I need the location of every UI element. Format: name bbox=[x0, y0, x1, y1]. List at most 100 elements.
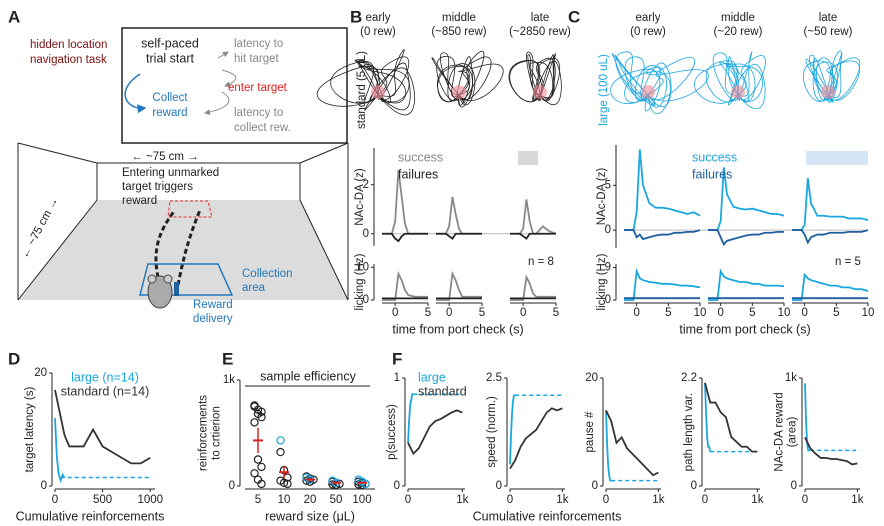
y-tick-label: 0 bbox=[496, 480, 502, 492]
trace bbox=[382, 270, 428, 301]
panel-label: F bbox=[392, 349, 402, 368]
trace bbox=[792, 229, 869, 245]
x-tick-label: 0 bbox=[802, 494, 808, 506]
task-label: hidden location bbox=[30, 39, 107, 51]
trajectory bbox=[624, 71, 671, 114]
column-header: (~50 rew) bbox=[804, 26, 853, 38]
latency-label: hit target bbox=[234, 53, 280, 65]
trajectory bbox=[614, 54, 656, 105]
trace bbox=[510, 199, 557, 235]
y-tick-label: 9 bbox=[605, 262, 611, 274]
x-tick-label: 0 bbox=[446, 307, 452, 319]
x-tick-label: 10 bbox=[278, 494, 291, 506]
y-tick-label: 20 bbox=[585, 372, 598, 384]
x-tick-label: 1k bbox=[751, 494, 763, 506]
data-point bbox=[257, 412, 266, 422]
width-label: ← ~75 cm → bbox=[131, 151, 198, 163]
y-axis-label: p(success) bbox=[386, 404, 398, 460]
data-point bbox=[276, 447, 285, 457]
trajectory bbox=[440, 52, 460, 101]
trace bbox=[708, 268, 785, 301]
trace bbox=[624, 229, 701, 241]
trajectory bbox=[437, 65, 473, 108]
collect-label: reward bbox=[152, 107, 187, 119]
legend-entry: standard (n=14) bbox=[61, 384, 150, 398]
legend-entry: failures bbox=[692, 167, 732, 181]
trajectory bbox=[535, 57, 556, 101]
trajectory bbox=[615, 51, 649, 102]
collect-label: Collect bbox=[152, 92, 188, 104]
trajectory bbox=[634, 65, 667, 108]
column-header: (~20 rew) bbox=[714, 26, 763, 38]
trajectory bbox=[458, 63, 504, 101]
x-tick-label: 10 bbox=[862, 307, 875, 319]
data-point bbox=[257, 479, 266, 489]
y-tick-label: 0 bbox=[605, 224, 611, 236]
trajectory bbox=[646, 67, 709, 102]
data-point bbox=[283, 479, 292, 489]
trajectory bbox=[694, 63, 739, 106]
panel-label: B bbox=[350, 7, 362, 26]
x-tick-label: 0 bbox=[52, 494, 58, 506]
trigger-label: reward bbox=[122, 195, 157, 207]
column-header: (~2850 rew) bbox=[509, 26, 571, 38]
trajectory bbox=[528, 61, 554, 102]
data-point bbox=[250, 418, 259, 427]
trace bbox=[624, 149, 701, 231]
window-patch bbox=[518, 151, 538, 165]
y-tick-label: 1k bbox=[785, 372, 797, 384]
x-tick-label: 1000 bbox=[137, 494, 163, 506]
x-tick-label: 10 bbox=[778, 307, 791, 319]
side-label: large (100 uL) bbox=[598, 54, 610, 126]
trajectory bbox=[437, 64, 471, 106]
x-tick-label: 5 bbox=[425, 307, 431, 319]
y-axis-label: target latency (s) bbox=[24, 387, 36, 473]
y-tick-label: 0 bbox=[791, 480, 797, 492]
latency-label: latency to bbox=[234, 107, 283, 119]
target-zone bbox=[452, 85, 466, 99]
series-line bbox=[509, 407, 563, 470]
panel-label: A bbox=[8, 7, 20, 26]
y-axis-label: NAc-DA reward bbox=[774, 392, 786, 471]
x-axis-label: Cumulative reinforcements bbox=[16, 509, 165, 523]
x-tick-label: 5 bbox=[255, 494, 261, 506]
x-tick-label: 0 bbox=[392, 307, 398, 319]
x-tick-label: 5 bbox=[665, 307, 671, 319]
x-tick-label: 0 bbox=[801, 307, 807, 319]
trajectory bbox=[431, 57, 466, 104]
trace bbox=[510, 274, 556, 301]
trajectory bbox=[316, 66, 379, 111]
y-tick-label: 1 bbox=[394, 372, 400, 384]
delivery-label: Reward bbox=[193, 299, 233, 311]
x-tick-label: 0 bbox=[507, 494, 513, 506]
x-tick-label: 5 bbox=[479, 307, 485, 319]
data-point bbox=[257, 462, 266, 472]
series-line bbox=[407, 393, 414, 443]
trajectory bbox=[610, 68, 661, 112]
x-tick-label: 0 bbox=[603, 494, 609, 506]
y-axis-label: pause # bbox=[584, 411, 596, 453]
enter-label: enter target bbox=[228, 82, 288, 94]
trajectory bbox=[369, 67, 415, 116]
x-tick-label: 0 bbox=[633, 307, 639, 319]
data-point bbox=[250, 469, 259, 478]
room bbox=[17, 27, 349, 309]
trace bbox=[436, 270, 482, 301]
target-zone bbox=[533, 85, 547, 99]
trajectory bbox=[712, 52, 739, 102]
legend-entry: success bbox=[692, 150, 737, 164]
trajectory bbox=[447, 63, 476, 106]
trace bbox=[792, 272, 869, 301]
chart-title: sample efficiency bbox=[260, 369, 356, 383]
column-header: (0 rew) bbox=[360, 26, 396, 38]
y-tick-label: 0 bbox=[605, 294, 611, 306]
y-tick-label: 0 bbox=[691, 480, 697, 492]
y-axis-label: licking (Hz) bbox=[596, 253, 608, 310]
trace bbox=[436, 196, 482, 235]
data-point bbox=[279, 478, 289, 488]
x-tick-label: 50 bbox=[330, 494, 343, 506]
column-header: (~850 rew) bbox=[431, 26, 486, 38]
start-label: self-paced bbox=[141, 36, 199, 50]
trajectory bbox=[827, 57, 861, 101]
